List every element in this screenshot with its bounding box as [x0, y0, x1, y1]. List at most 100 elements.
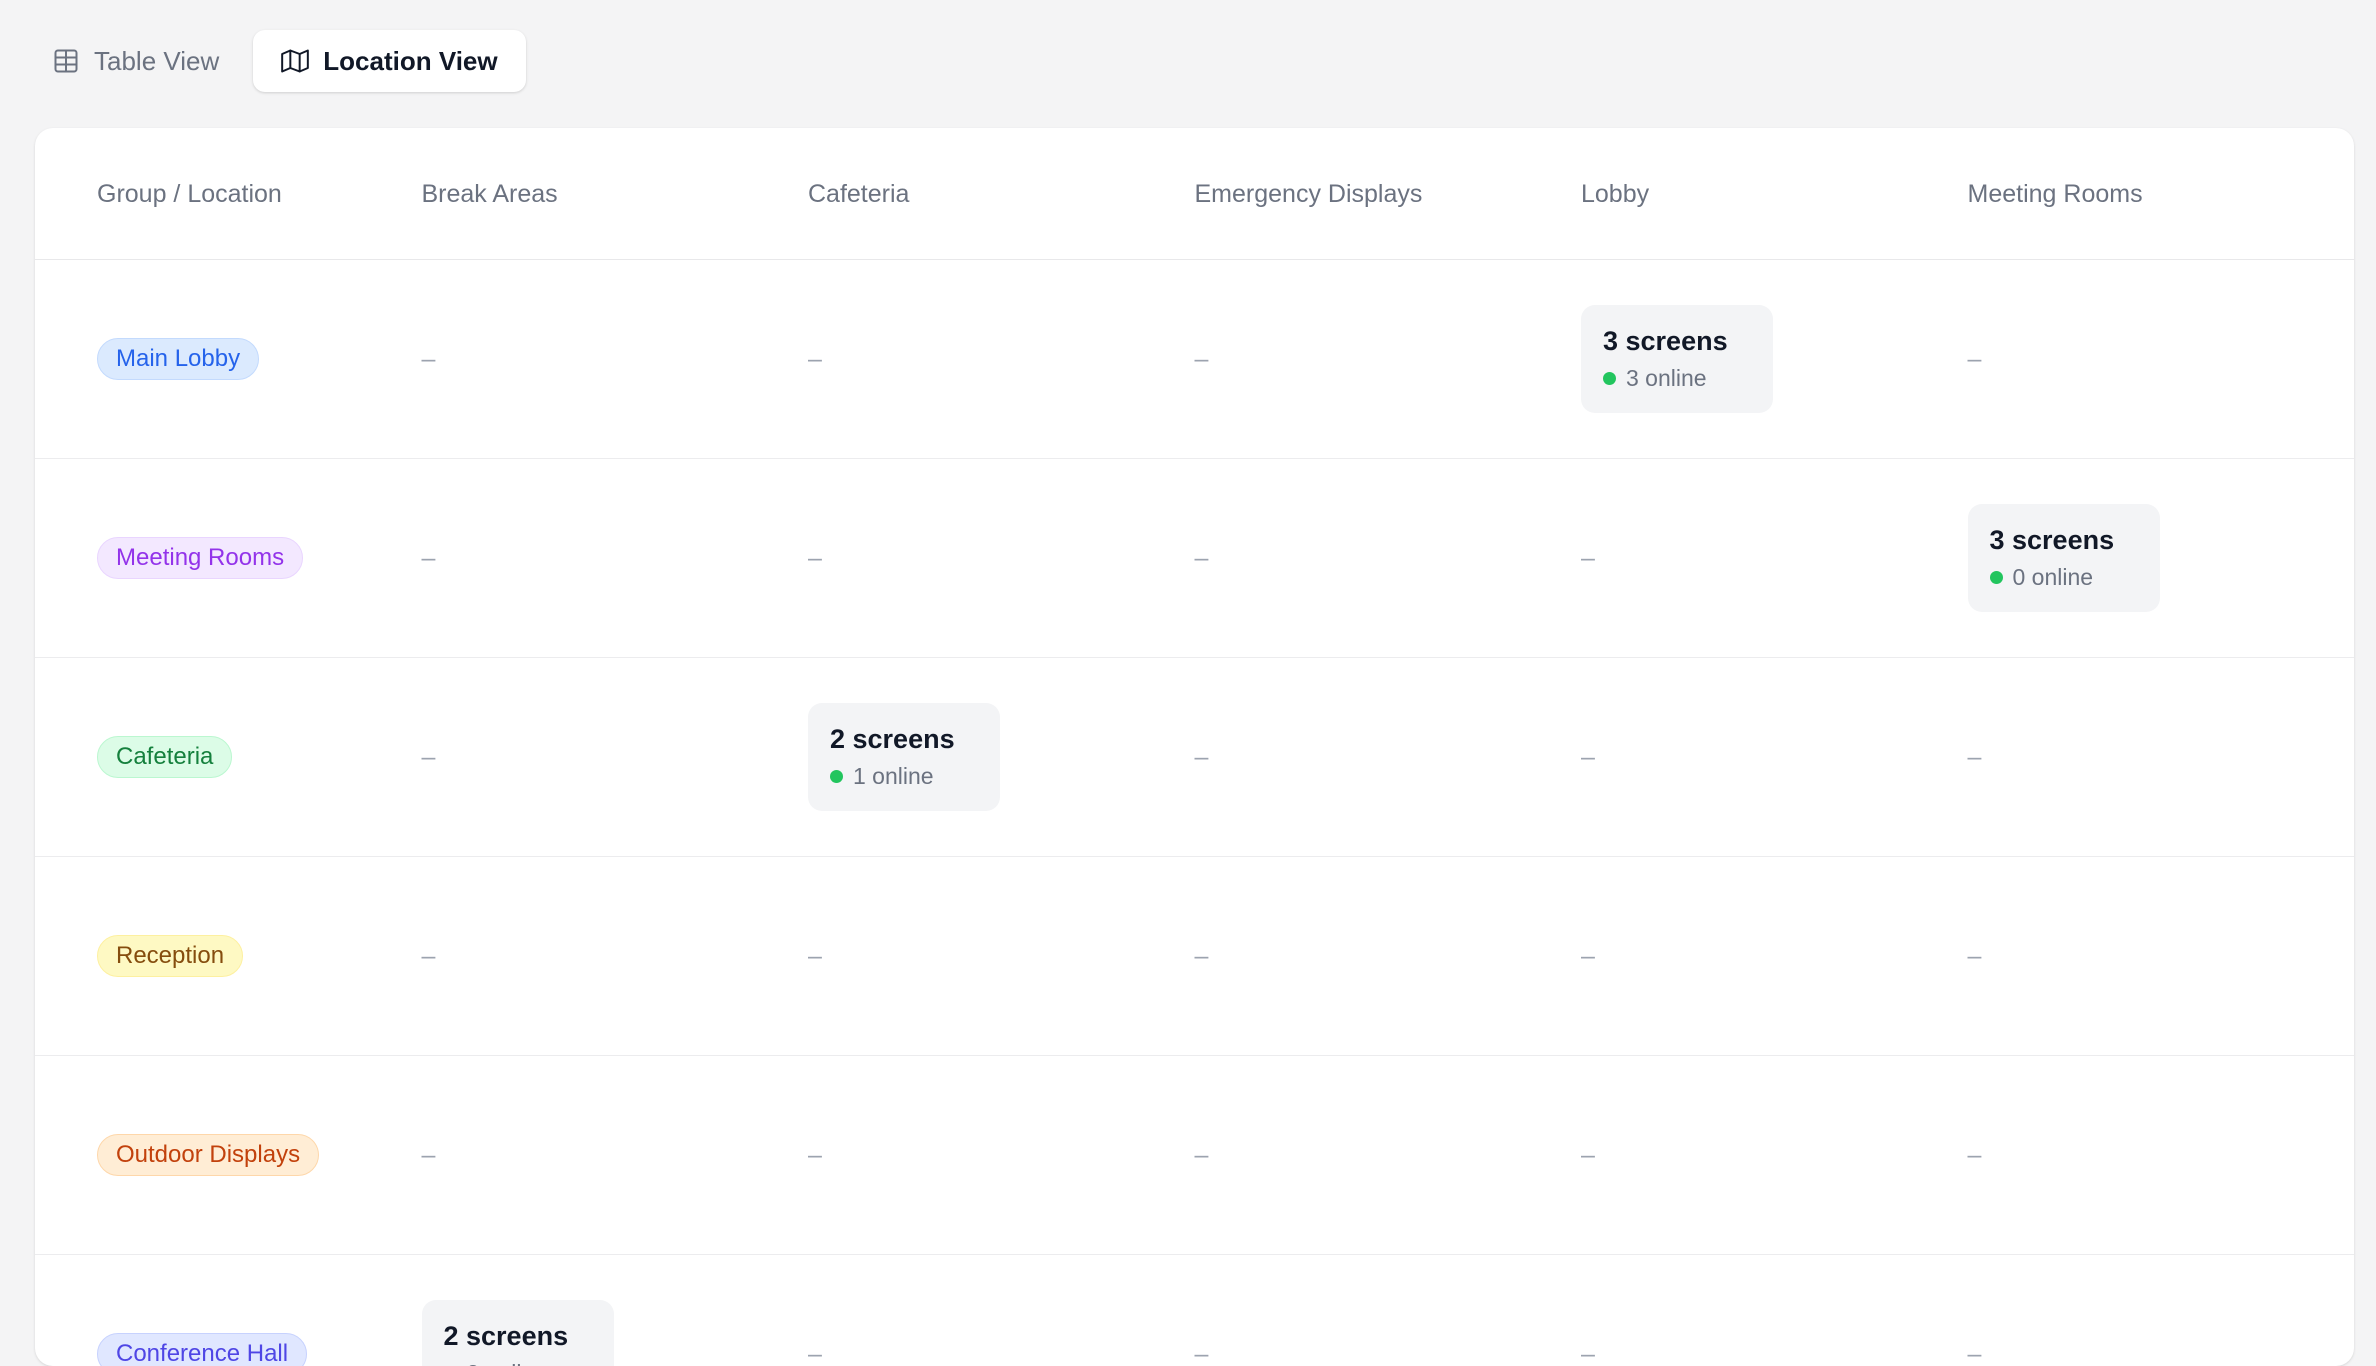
- empty-cell: –: [421, 259, 808, 459]
- empty-cell: –: [421, 458, 808, 658]
- screen-count-label: 2 screens: [443, 1321, 569, 1351]
- column-header-emergency-displays: Emergency Displays: [1194, 128, 1581, 260]
- online-status-dot-icon: [1989, 570, 2003, 584]
- empty-cell: –: [1581, 1055, 1968, 1255]
- screen-status: 2 online: [444, 1360, 588, 1366]
- table-row: Main Lobby – – – 3 screens 3 online –: [35, 259, 2354, 459]
- empty-cell: –: [421, 657, 808, 857]
- empty-marker: –: [808, 543, 822, 572]
- group-cell: Meeting Rooms: [35, 458, 422, 658]
- column-header-lobby: Lobby: [1581, 128, 1968, 260]
- group-badge[interactable]: Main Lobby: [97, 338, 260, 380]
- empty-marker: –: [421, 742, 436, 771]
- empty-cell: –: [1194, 458, 1581, 658]
- empty-cell: –: [1581, 856, 1968, 1056]
- empty-marker: –: [1967, 1339, 1982, 1366]
- group-badge[interactable]: Outdoor Displays: [97, 1134, 320, 1176]
- group-badge[interactable]: Reception: [97, 935, 244, 977]
- empty-marker: –: [1581, 543, 1595, 572]
- empty-cell: –: [808, 1254, 1195, 1366]
- column-header-break-areas: Break Areas: [421, 128, 808, 260]
- empty-cell: –: [1967, 1055, 2354, 1255]
- empty-marker: –: [1194, 344, 1209, 373]
- online-count-label: 0 online: [2012, 563, 2094, 590]
- table-row: Meeting Rooms – – – – 3 screens 0 online: [35, 458, 2354, 658]
- empty-marker: –: [1194, 941, 1209, 970]
- online-status-dot-icon: [830, 769, 843, 783]
- empty-marker: –: [808, 1339, 822, 1366]
- empty-marker: –: [808, 941, 822, 970]
- group-badge[interactable]: Meeting Rooms: [97, 537, 304, 579]
- screen-status: 1 online: [830, 762, 974, 789]
- table-row: Outdoor Displays – – – – –: [35, 1055, 2354, 1255]
- empty-marker: –: [1194, 742, 1209, 771]
- online-count-label: 1 online: [853, 762, 934, 789]
- group-cell: Main Lobby: [35, 259, 422, 459]
- group-cell: Cafeteria: [35, 657, 422, 857]
- empty-marker: –: [421, 344, 436, 373]
- online-count-label: 2 online: [467, 1360, 548, 1366]
- empty-cell: –: [1967, 657, 2354, 857]
- column-header-meeting-rooms: Meeting Rooms: [1967, 128, 2354, 260]
- empty-cell: –: [808, 458, 1195, 658]
- empty-cell: –: [1967, 1254, 2354, 1366]
- tab-table-view[interactable]: Table View: [24, 30, 247, 92]
- empty-cell: –: [1581, 458, 1968, 658]
- empty-marker: –: [808, 1140, 822, 1169]
- empty-cell: –: [808, 856, 1195, 1056]
- empty-cell: –: [1194, 1055, 1581, 1255]
- empty-marker: –: [1967, 344, 1982, 373]
- empty-cell: –: [1581, 657, 1968, 857]
- view-switcher: Table View Location View: [0, 0, 2376, 108]
- empty-marker: –: [1967, 1140, 1982, 1169]
- screen-summary[interactable]: 2 screens 1 online: [808, 703, 1000, 811]
- group-badge[interactable]: Cafeteria: [97, 736, 233, 778]
- empty-cell: –: [421, 1055, 808, 1255]
- empty-cell: –: [808, 259, 1195, 459]
- empty-marker: –: [1581, 1140, 1595, 1169]
- screen-count-label: 3 screens: [1603, 326, 1728, 356]
- group-badge[interactable]: Conference Hall: [97, 1333, 308, 1366]
- empty-marker: –: [1581, 941, 1595, 970]
- screens-cell: 3 screens 0 online: [1967, 458, 2354, 658]
- column-header-group-location: Group / Location: [35, 128, 422, 260]
- location-grid-table: Group / Location Break Areas Cafeteria E…: [35, 128, 2354, 1366]
- online-count-label: 3 online: [1626, 364, 1707, 391]
- screen-summary[interactable]: 3 screens 0 online: [1967, 504, 2160, 612]
- empty-marker: –: [421, 941, 436, 970]
- map-fold-icon: [281, 47, 310, 75]
- empty-marker: –: [1194, 543, 1209, 572]
- tab-location-view-label: Location View: [323, 45, 498, 76]
- screen-status: 0 online: [1989, 563, 2134, 590]
- empty-cell: –: [1194, 856, 1581, 1056]
- screen-count-label: 2 screens: [830, 724, 955, 754]
- screen-status: 3 online: [1603, 364, 1747, 391]
- tab-location-view[interactable]: Location View: [253, 30, 526, 92]
- empty-marker: –: [1194, 1140, 1209, 1169]
- screens-cell: 3 screens 3 online: [1581, 259, 1968, 459]
- empty-cell: –: [1194, 1254, 1581, 1366]
- table-row: Cafeteria – 2 screens 1 online – – –: [35, 657, 2354, 857]
- empty-cell: –: [1967, 856, 2354, 1056]
- table-body: Main Lobby – – –3 screens 3 online – Meeting R…: [35, 259, 2354, 1366]
- group-cell: Outdoor Displays: [35, 1055, 422, 1255]
- table-grid-icon: [52, 47, 80, 75]
- tab-table-view-label: Table View: [94, 45, 220, 76]
- location-view-card: Group / Location Break Areas Cafeteria E…: [35, 128, 2354, 1366]
- table-header-row: Group / Location Break Areas Cafeteria E…: [35, 128, 2354, 260]
- screen-count-label: 3 screens: [1989, 525, 2115, 555]
- screen-summary[interactable]: 3 screens 3 online: [1581, 305, 1773, 413]
- table-row: Reception – – – – –: [35, 856, 2354, 1056]
- table-row: Conference Hall 2 screens 2 online – – – –: [35, 1254, 2354, 1366]
- empty-marker: –: [1967, 941, 1982, 970]
- empty-cell: –: [1581, 1254, 1968, 1366]
- empty-marker: –: [1967, 742, 1982, 771]
- table-header: Group / Location Break Areas Cafeteria E…: [35, 128, 2354, 260]
- group-cell: Conference Hall: [35, 1254, 422, 1366]
- screen-summary[interactable]: 2 screens 2 online: [421, 1300, 614, 1366]
- empty-marker: –: [1581, 742, 1595, 771]
- empty-cell: –: [808, 1055, 1195, 1255]
- screens-cell: 2 screens 2 online: [421, 1254, 808, 1366]
- empty-marker: –: [1194, 1339, 1209, 1366]
- column-header-cafeteria: Cafeteria: [808, 128, 1195, 260]
